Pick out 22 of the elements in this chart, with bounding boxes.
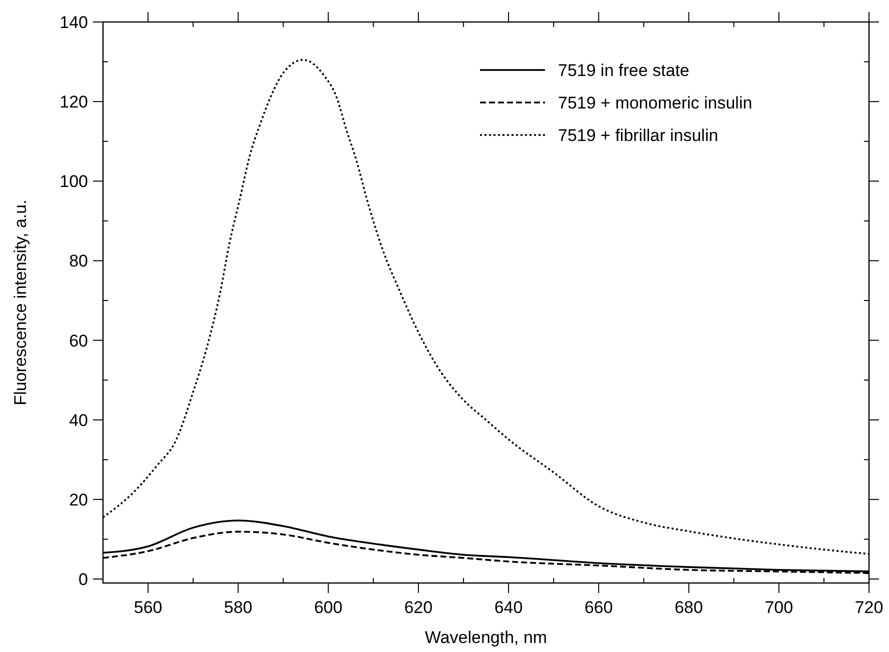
x-tick-label: 720 [854, 598, 884, 617]
legend-label: 7519 + fibrillar insulin [558, 126, 718, 145]
x-tick-label: 680 [674, 598, 703, 617]
x-tick-label: 640 [494, 598, 523, 617]
y-tick-label: 60 [69, 331, 88, 350]
legend-label: 7519 + monomeric insulin [558, 94, 752, 112]
legend-label: 7519 in free state [558, 61, 690, 80]
y-tick-label: 0 [78, 570, 88, 590]
x-axis-title: Wavelength, nm [424, 628, 548, 647]
x-tick-label: 580 [224, 598, 252, 617]
x-tick-label: 660 [584, 598, 613, 617]
y-tick-label: 100 [60, 172, 88, 192]
y-tick-label: 140 [60, 13, 88, 32]
y-tick-label: 120 [60, 92, 88, 112]
y-tick-label: 40 [69, 410, 88, 430]
x-tick-label: 600 [314, 598, 342, 617]
y-tick-label: 80 [69, 252, 88, 271]
x-tick-label: 620 [404, 598, 433, 617]
y-axis-title: Fluorescence intensity, a.u. [11, 200, 30, 406]
y-tick-label: 20 [69, 490, 88, 510]
x-tick-label: 700 [764, 598, 794, 617]
x-tick-label: 560 [134, 598, 162, 617]
